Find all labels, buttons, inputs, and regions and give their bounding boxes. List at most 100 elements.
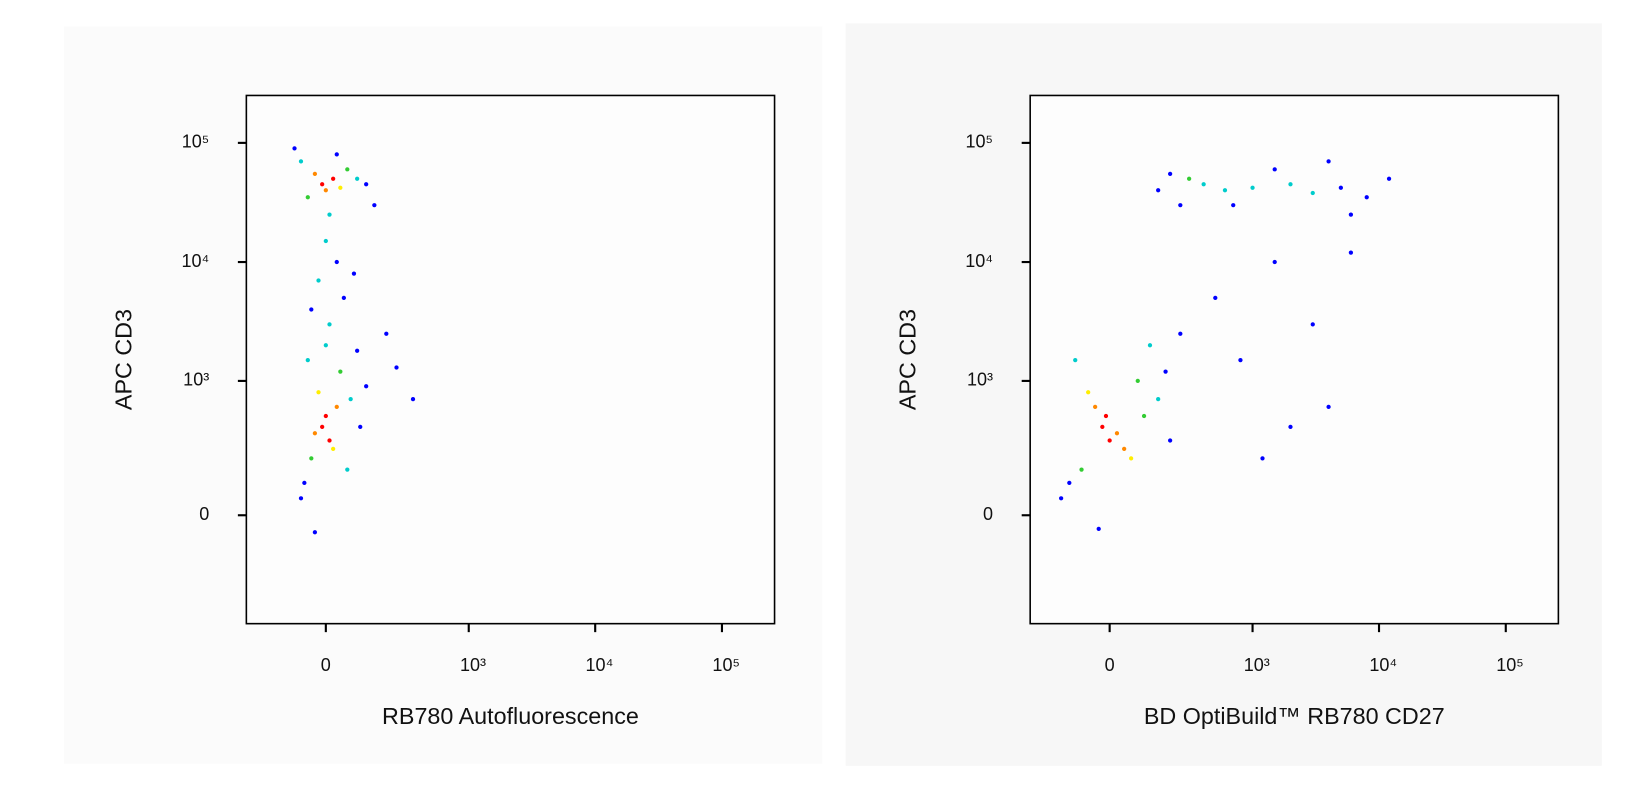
event-dot <box>302 480 307 486</box>
event-dot <box>1096 526 1101 532</box>
event-dot <box>410 396 416 402</box>
event-dot <box>309 456 314 461</box>
x-tick-label: 10⁵ <box>1496 655 1524 675</box>
event-dot <box>1187 176 1192 181</box>
event-dot <box>1272 167 1277 172</box>
event-dot <box>1310 322 1315 327</box>
event-dot <box>1364 195 1369 200</box>
event-dot <box>364 384 369 389</box>
x-tick-label: 10³ <box>1244 655 1270 675</box>
event-dot <box>1310 190 1315 196</box>
event-dot <box>1122 446 1127 451</box>
event-dot <box>345 167 350 172</box>
event-dot <box>1260 456 1265 461</box>
y-tick-label: 10⁵ <box>182 132 210 152</box>
event-dot <box>327 322 332 327</box>
event-dot <box>298 496 304 501</box>
event-dot <box>1059 496 1064 501</box>
event-dot <box>1141 413 1147 419</box>
event-dot <box>338 369 343 374</box>
plot-area <box>245 94 776 625</box>
y-tick-label: 10⁴ <box>181 251 209 271</box>
event-dot <box>1231 203 1236 208</box>
event-dot <box>298 159 304 164</box>
event-dot <box>1250 185 1255 190</box>
event-dot <box>1079 467 1084 472</box>
event-dot <box>1288 182 1293 187</box>
event-dot <box>1272 259 1277 265</box>
event-dot <box>355 176 360 181</box>
event-dot <box>341 295 346 301</box>
event-dot <box>334 152 339 157</box>
x-tick-label: 0 <box>1105 655 1115 675</box>
event-dot <box>1135 378 1140 384</box>
event-dot <box>358 424 363 430</box>
y-tick-label: 0 <box>983 504 993 524</box>
event-dot <box>1201 182 1206 187</box>
event-dot <box>316 390 321 395</box>
event-dot <box>345 467 350 472</box>
x-axis-label: RB780 Autofluorescence <box>382 703 639 729</box>
event-dot <box>323 343 328 348</box>
y-axis-label: APC CD3 <box>111 309 137 410</box>
event-dot <box>312 431 318 436</box>
event-dot <box>1163 369 1168 374</box>
plot-area <box>1029 94 1560 625</box>
event-dot <box>1348 250 1354 255</box>
x-tick-label: 10³ <box>460 655 486 675</box>
event-dot <box>1326 404 1331 409</box>
event-dot <box>320 424 325 430</box>
event-dot <box>1326 159 1331 164</box>
y-tick-label: 10⁵ <box>966 132 994 152</box>
event-dot <box>305 357 310 363</box>
event-dot <box>1129 456 1134 461</box>
event-dot <box>364 182 369 187</box>
event-dot <box>309 307 314 312</box>
event-dot <box>331 446 336 451</box>
event-dot <box>327 438 332 443</box>
event-dot <box>1288 424 1293 430</box>
event-dot <box>1103 413 1109 419</box>
event-dot <box>316 278 321 283</box>
event-dot <box>320 182 325 187</box>
event-dot <box>312 171 318 176</box>
event-dot <box>292 146 297 151</box>
y-tick-label: 0 <box>199 504 209 524</box>
y-tick-label: 10³ <box>967 370 993 390</box>
event-dot <box>1238 357 1243 363</box>
event-dot <box>1073 357 1078 363</box>
event-dot <box>1168 171 1173 176</box>
event-dot <box>1114 431 1120 436</box>
event-dot <box>348 396 353 402</box>
event-dot <box>1338 185 1343 190</box>
event-dot <box>1086 390 1091 395</box>
event-dot <box>1178 331 1183 336</box>
event-dot <box>1067 480 1072 486</box>
event-dot <box>1386 176 1392 181</box>
y-axis-label: APC CD3 <box>894 309 920 410</box>
x-tick-label: 10⁴ <box>586 655 614 675</box>
event-dot <box>323 238 328 244</box>
event-dot <box>1348 212 1354 217</box>
event-dot <box>1156 396 1161 402</box>
x-tick-label: 10⁵ <box>712 655 740 675</box>
event-dot <box>305 195 310 200</box>
event-dot <box>1147 343 1153 348</box>
event-dot <box>1093 404 1098 409</box>
event-dot <box>327 212 332 217</box>
event-dot <box>323 188 328 193</box>
y-tick-label: 10³ <box>183 370 209 390</box>
event-dot <box>372 203 377 208</box>
event-dot <box>355 348 360 353</box>
event-dot <box>1156 188 1161 193</box>
event-dot <box>1222 188 1228 193</box>
event-dot <box>334 404 339 409</box>
x-tick-label: 0 <box>321 655 331 675</box>
event-dot <box>394 365 399 370</box>
event-dot <box>384 331 389 336</box>
event-dot <box>331 176 336 181</box>
event-dot <box>338 185 343 190</box>
y-tick-label: 10⁴ <box>965 251 993 271</box>
